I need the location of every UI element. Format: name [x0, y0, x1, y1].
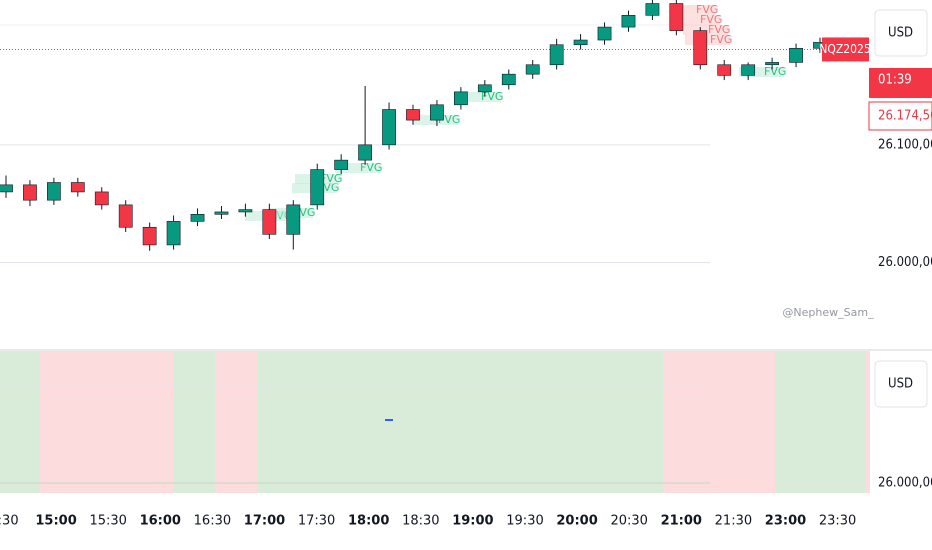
candle-body	[46, 182, 61, 201]
candle-body	[142, 226, 157, 246]
candle-body	[190, 214, 205, 222]
candle-body	[525, 64, 540, 75]
candle-body	[501, 73, 516, 86]
session-band	[40, 351, 173, 493]
symbol-label: NQZ2025	[819, 42, 870, 56]
candle-body	[310, 169, 325, 206]
candle-body	[597, 26, 612, 41]
candle-body	[741, 64, 756, 76]
candle-body	[238, 209, 253, 213]
x-tick-label: 4:30	[0, 514, 19, 529]
y-tick-label: 26.000,00	[878, 255, 932, 270]
x-tick-label: 19:30	[506, 514, 543, 529]
fvg-label: FVG	[710, 33, 732, 46]
y-tick-label: 26.100,00	[878, 137, 932, 152]
x-tick-label: 21:00	[661, 514, 702, 529]
candle-body	[765, 62, 780, 66]
fvg-label: FVG	[700, 13, 722, 26]
fvg-label: FVG	[360, 161, 382, 174]
fvg-label: FVG	[708, 23, 730, 36]
x-tick-label: 16:30	[194, 514, 231, 529]
currency-button[interactable]	[874, 360, 928, 408]
candle-body	[70, 182, 85, 193]
fvg-zone	[675, 15, 720, 25]
session-band	[865, 351, 870, 493]
x-tick-label: 23:00	[765, 514, 806, 529]
fvg-zone	[456, 92, 501, 102]
candle-body	[94, 191, 109, 206]
session-band	[0, 351, 40, 493]
session-band	[775, 351, 865, 493]
candle-body	[549, 44, 564, 66]
candle-body	[573, 39, 588, 46]
currency-button[interactable]	[874, 9, 928, 57]
candle-body	[0, 184, 13, 193]
x-tick-label: 21:30	[715, 514, 752, 529]
x-tick-label: 23:30	[819, 514, 856, 529]
indicator-mark	[385, 419, 393, 421]
x-tick-label: 15:30	[89, 514, 126, 529]
currency[interactable]: USD	[888, 26, 913, 41]
candle-body	[717, 64, 732, 76]
session-band	[215, 351, 257, 493]
candle-body	[477, 84, 492, 93]
x-tick-label: 19:00	[452, 514, 493, 529]
price-label: 26.174,50	[878, 109, 932, 124]
fvg-label: FVG	[481, 90, 503, 103]
fvg-zone	[671, 5, 716, 15]
currency[interactable]: USD	[888, 377, 913, 392]
candle-body	[789, 47, 803, 63]
fvg-label: FVG	[764, 65, 786, 78]
candle-body	[621, 15, 636, 28]
x-tick-label: 17:30	[298, 514, 335, 529]
candle-body	[334, 159, 349, 170]
x-tick-label: 15:00	[35, 514, 76, 529]
fvg-label: FVG	[320, 172, 342, 185]
watermark: @Nephew_Sam_	[782, 306, 874, 319]
countdown: 01:39	[878, 73, 912, 88]
x-tick-label: 20:30	[610, 514, 647, 529]
symbol-badge	[822, 37, 869, 62]
countdown-badge	[869, 68, 932, 98]
candle-body	[669, 3, 684, 31]
fvg-zone	[739, 67, 784, 77]
candle-body	[118, 204, 133, 228]
candle-body	[430, 104, 444, 121]
x-tick-label: 18:30	[402, 514, 439, 529]
x-tick-label: 18:00	[348, 514, 389, 529]
candle-body	[382, 109, 396, 146]
x-tick-label: 16:00	[140, 514, 181, 529]
candle-body	[23, 184, 37, 201]
candle-body	[358, 144, 373, 161]
y-tick-label: 26.000,00	[878, 476, 932, 491]
fvg-label: FVG	[696, 3, 718, 16]
fvg-zone	[685, 35, 730, 45]
candle-body	[645, 3, 660, 16]
price-badge	[868, 101, 932, 131]
candle-body	[166, 221, 181, 246]
fvg-zone	[683, 25, 728, 35]
session-band	[663, 351, 775, 493]
session-band	[257, 351, 663, 493]
fvg-zone	[335, 163, 380, 173]
candle-body	[214, 211, 229, 215]
x-tick-label: 20:00	[556, 514, 597, 529]
candle-body	[693, 30, 708, 66]
candle-body	[406, 109, 420, 121]
candle-body	[262, 209, 277, 235]
candle-body	[453, 91, 468, 106]
x-tick-label: 17:00	[244, 514, 285, 529]
candle-body	[286, 204, 301, 235]
session-band	[173, 351, 215, 493]
